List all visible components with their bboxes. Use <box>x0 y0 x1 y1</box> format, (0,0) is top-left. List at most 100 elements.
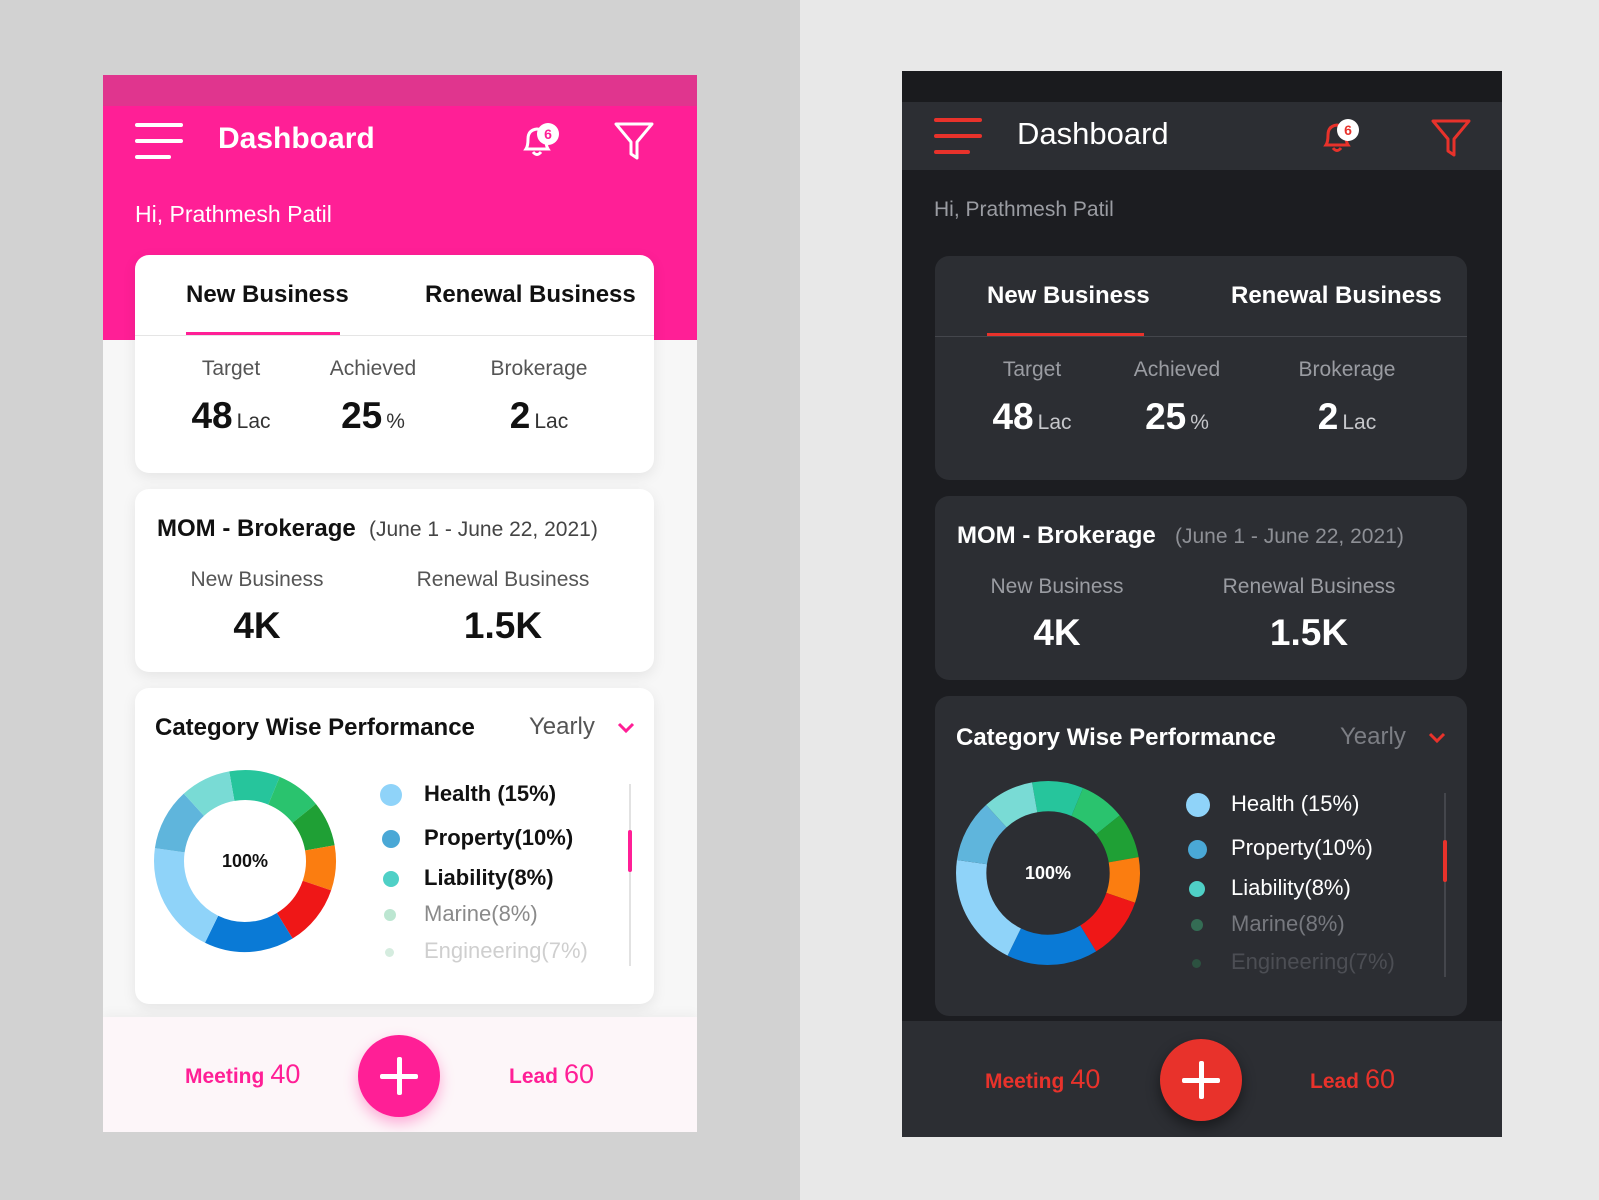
period-select-value: Yearly <box>1340 723 1406 750</box>
filter-icon[interactable] <box>613 120 655 162</box>
legend-item-property: Property(10%) <box>382 825 573 851</box>
legend-dot <box>1192 959 1201 968</box>
menu-icon[interactable] <box>934 118 982 156</box>
stat-value-target: 48 Lac <box>992 396 1072 437</box>
legend-scrollbar[interactable] <box>628 784 632 966</box>
chevron-down-icon <box>617 722 634 733</box>
legend-item-liability: Liability(8%) <box>383 865 554 891</box>
chevron-down-icon <box>1428 732 1445 743</box>
legend-dot <box>383 871 399 887</box>
header-background <box>902 102 1502 170</box>
donut-segment-5 <box>154 770 336 952</box>
stat-label-brokerage: Brokerage <box>1298 358 1396 381</box>
greeting: Hi, Prathmesh Patil <box>135 201 332 227</box>
donut-segment-5 <box>956 781 1140 965</box>
legend-dot <box>382 830 400 848</box>
donut-segment-2 <box>154 770 336 952</box>
stat-value-achieved: 25% <box>1145 396 1209 437</box>
stat-label-achieved: Achieved <box>1133 358 1221 381</box>
tab-renewal-business[interactable]: Renewal Business <box>425 281 636 308</box>
tab-new-business[interactable]: New Business <box>186 281 349 308</box>
donut-segment-6 <box>154 770 336 952</box>
period-select-value: Yearly <box>529 713 595 740</box>
greeting: Hi, Prathmesh Patil <box>934 198 1114 221</box>
active-tab-indicator <box>186 332 340 335</box>
mom-value-new: 4K <box>233 605 281 646</box>
stat-value-brokerage: 2 Lac <box>1317 396 1377 437</box>
dark-theme-screen: Dashboard 6 Hi, Prathmesh Patil New Busi… <box>902 71 1502 1137</box>
mom-label-new: New Business <box>190 568 324 591</box>
status-bar <box>103 75 697 106</box>
mom-brokerage-card: MOM - Brokerage (June 1 - June 22, 2021)… <box>935 496 1467 680</box>
legend-dot <box>380 784 402 806</box>
category-donut-chart <box>956 781 1140 965</box>
legend-item-health: Health (15%) <box>380 781 556 807</box>
legend-scroll-thumb[interactable] <box>1443 840 1447 882</box>
filter-icon[interactable] <box>1430 117 1472 159</box>
stat-label-achieved: Achieved <box>329 357 417 380</box>
legend-item-health: Health (15%) <box>1186 791 1359 817</box>
stat-label-target: Target <box>1002 358 1062 381</box>
donut-segment-2 <box>956 781 1140 965</box>
mom-date-range: (June 1 - June 22, 2021) <box>1175 525 1404 548</box>
legend-dot <box>1191 919 1203 931</box>
mom-label-renewal: Renewal Business <box>416 568 590 591</box>
mom-date-range: (June 1 - June 22, 2021) <box>369 518 598 541</box>
category-performance-card: Category Wise Performance Yearly 100% He… <box>135 688 654 1004</box>
period-select[interactable]: Yearly <box>1340 723 1447 751</box>
add-button[interactable] <box>1160 1039 1242 1121</box>
mom-title: MOM - Brokerage <box>957 522 1156 549</box>
mom-title: MOM - Brokerage <box>157 515 356 542</box>
stat-label-brokerage: Brokerage <box>490 357 588 380</box>
add-button[interactable] <box>358 1035 440 1117</box>
category-performance-card: Category Wise Performance Yearly 100% He… <box>935 696 1467 1016</box>
status-bar <box>902 71 1502 102</box>
period-select[interactable]: Yearly <box>529 713 636 741</box>
mom-label-renewal: Renewal Business <box>1222 575 1396 598</box>
active-tab-indicator <box>987 333 1144 336</box>
stat-value-brokerage: 2 Lac <box>509 395 569 436</box>
donut-segment-6 <box>956 781 1140 965</box>
donut-center-label: 100% <box>221 851 269 871</box>
page-title: Dashboard <box>218 122 375 155</box>
legend-scroll-thumb[interactable] <box>628 830 632 872</box>
business-tabs: New Business Renewal Business <box>135 255 654 336</box>
mom-brokerage-card: MOM - Brokerage (June 1 - June 22, 2021)… <box>135 489 654 672</box>
notification-badge: 6 <box>1337 119 1359 141</box>
business-summary-card: New Business Renewal Business Target Ach… <box>135 255 654 473</box>
mom-value-renewal: 1.5K <box>463 605 543 646</box>
lead-link[interactable]: Lead 60 <box>509 1059 595 1089</box>
legend-dot <box>1189 881 1205 897</box>
legend-item-engineering: Engineering(7%) <box>1192 949 1395 975</box>
category-donut-chart <box>154 770 336 952</box>
page-title: Dashboard <box>1017 116 1169 151</box>
legend-dot <box>1188 840 1207 859</box>
tab-renewal-business[interactable]: Renewal Business <box>1231 282 1442 309</box>
legend-item-engineering: Engineering(7%) <box>385 938 588 964</box>
meeting-link[interactable]: Meeting 40 <box>185 1059 301 1089</box>
business-tabs: New Business Renewal Business <box>935 256 1467 337</box>
donut-center-label: 100% <box>1024 863 1072 883</box>
legend-scrollbar[interactable] <box>1443 793 1447 977</box>
tab-new-business[interactable]: New Business <box>987 282 1150 309</box>
legend-dot <box>1186 793 1210 817</box>
bell-icon[interactable]: 6 <box>1316 115 1360 159</box>
legend-dot <box>384 909 396 921</box>
stat-value-target: 48 Lac <box>191 395 271 436</box>
meeting-link[interactable]: Meeting 40 <box>985 1064 1101 1094</box>
legend-item-marine: Marine(8%) <box>384 901 538 927</box>
lead-link[interactable]: Lead 60 <box>1310 1064 1396 1094</box>
legend-item-liability: Liability(8%) <box>1189 875 1351 901</box>
bell-icon[interactable]: 6 <box>516 119 560 163</box>
menu-icon[interactable] <box>135 123 183 161</box>
stat-value-achieved: 25% <box>341 395 405 436</box>
legend-item-marine: Marine(8%) <box>1191 911 1345 937</box>
legend-item-property: Property(10%) <box>1188 835 1373 861</box>
performance-title: Category Wise Performance <box>956 724 1276 751</box>
legend-dot <box>385 948 394 957</box>
donut-segment-8 <box>154 770 336 952</box>
donut-segment-0 <box>956 781 1140 965</box>
performance-title: Category Wise Performance <box>155 714 475 741</box>
light-theme-screen: Dashboard 6 Hi, Prathmesh Patil New Busi… <box>103 75 697 1132</box>
notification-badge: 6 <box>537 123 559 145</box>
